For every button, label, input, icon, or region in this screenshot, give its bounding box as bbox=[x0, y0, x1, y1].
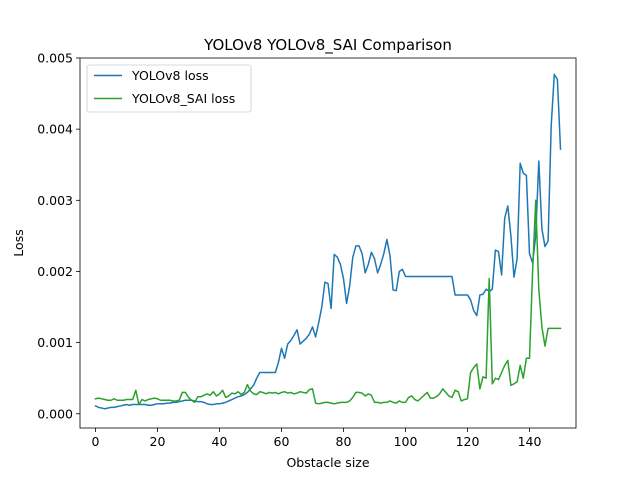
chart-title: YOLOv8 YOLOv8_SAI Comparison bbox=[203, 36, 452, 55]
series-line-1 bbox=[94, 199, 562, 406]
legend-label-yolov8-sai: YOLOv8_SAI loss bbox=[131, 91, 235, 106]
y-axis: 0.000 0.001 0.002 0.003 0.004 0.005 bbox=[37, 51, 80, 421]
axes-frame bbox=[79, 57, 577, 429]
x-tick-label: 80 bbox=[336, 434, 352, 449]
x-tick-label: 120 bbox=[456, 434, 480, 449]
legend-label-yolov8: YOLOv8 loss bbox=[131, 68, 209, 83]
y-tick-label: 0.002 bbox=[37, 264, 73, 279]
x-tick-label: 140 bbox=[518, 434, 542, 449]
x-tick-label: 60 bbox=[274, 434, 290, 449]
y-tick-label: 0.001 bbox=[37, 335, 73, 350]
y-tick-label: 0.005 bbox=[37, 51, 73, 66]
x-tick-label: 100 bbox=[394, 434, 418, 449]
x-tick-label: 0 bbox=[92, 434, 100, 449]
x-tick-label: 20 bbox=[150, 434, 166, 449]
plot-area bbox=[94, 73, 562, 410]
x-axis: 0 20 40 60 80 100 120 140 bbox=[92, 428, 542, 449]
legend: YOLOv8 loss YOLOv8_SAI loss bbox=[86, 64, 252, 113]
y-tick-label: 0.000 bbox=[37, 406, 73, 421]
legend-box bbox=[86, 64, 252, 113]
y-axis-title: Loss bbox=[11, 229, 26, 256]
x-axis-title: Obstacle size bbox=[286, 455, 369, 470]
series-line-0 bbox=[94, 73, 562, 410]
y-tick-label: 0.004 bbox=[37, 122, 73, 137]
y-tick-label: 0.003 bbox=[37, 193, 73, 208]
x-tick-label: 40 bbox=[212, 434, 228, 449]
